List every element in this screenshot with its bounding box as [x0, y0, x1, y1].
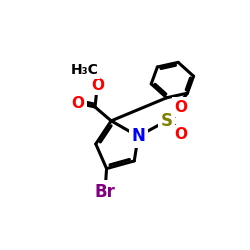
Text: O: O — [174, 100, 187, 114]
Text: H₃C: H₃C — [70, 63, 98, 77]
Text: O: O — [91, 78, 104, 93]
Text: O: O — [72, 96, 85, 111]
Text: Br: Br — [94, 183, 116, 201]
Text: N: N — [131, 127, 145, 145]
Text: S: S — [160, 112, 172, 130]
Text: O: O — [174, 127, 187, 142]
